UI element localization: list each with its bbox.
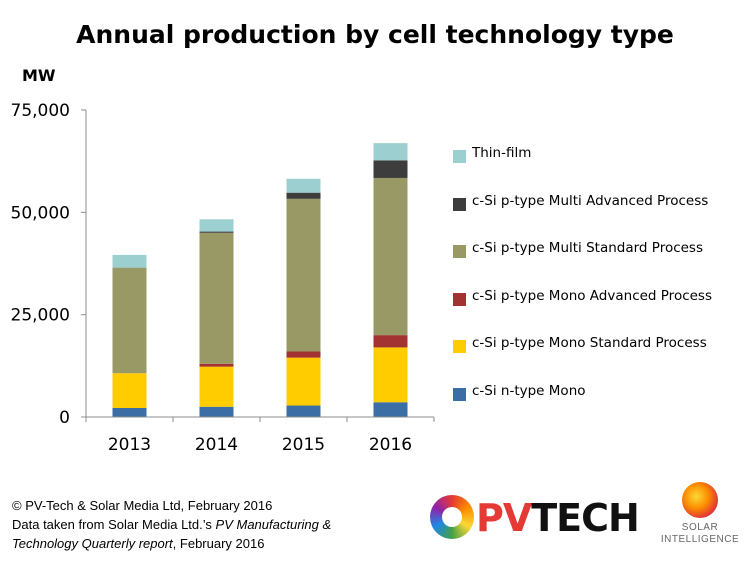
- pvtech-wordmark: PVTECH: [476, 496, 640, 540]
- x-tick-label: 2013: [108, 435, 151, 455]
- y-tick-label: 50,000: [11, 203, 70, 223]
- legend-swatch: [453, 292, 466, 306]
- legend-item: c-Si p-type Mono Advanced Process: [453, 285, 743, 333]
- bar-segment-2015-4: [286, 192, 321, 199]
- solar-intelligence-logo: SOLAR INTELLIGENCE: [660, 480, 740, 550]
- legend-swatch: [453, 197, 466, 211]
- bar-segment-2014-0: [199, 406, 234, 417]
- bar-segment-2013-1: [112, 373, 147, 408]
- bar-segment-2015-0: [286, 405, 321, 417]
- y-tick-label: 25,000: [11, 306, 70, 326]
- x-ticks-group: 2013 2014 2015 2016: [85, 417, 435, 455]
- bar-segment-2014-5: [199, 219, 234, 232]
- bar-segment-2015-2: [286, 351, 321, 358]
- x-tick-label: 2014: [195, 435, 238, 455]
- legend-item: Thin-film: [453, 142, 743, 190]
- legend-label: c-Si p-type Mono Advanced Process: [472, 287, 712, 304]
- y-axis-unit: MW: [22, 66, 56, 85]
- bar-segment-2014-4: [199, 231, 234, 233]
- solar-intelligence-wordmark: SOLAR INTELLIGENCE: [660, 522, 740, 545]
- bar-segment-2016-4: [373, 160, 408, 178]
- bar-segment-2013-3: [112, 267, 147, 374]
- legend-label: Thin-film: [472, 145, 532, 161]
- sun-icon: [682, 482, 718, 518]
- source-line: Data taken from Solar Media Ltd.’s PV Ma…: [12, 517, 332, 532]
- bar-segment-2013-5: [112, 254, 147, 268]
- legend-swatch: [453, 150, 466, 163]
- y-tick-label: 75,000: [11, 101, 70, 121]
- legend-item: c-Si p-type Mono Standard Process: [453, 332, 743, 380]
- bar-segment-2016-0: [373, 402, 408, 417]
- pvtech-logo: PVTECH: [430, 493, 640, 548]
- legend-label: c-Si p-type Multi Standard Process: [472, 240, 704, 256]
- legend-swatch: [453, 245, 466, 258]
- bar-segment-2016-5: [373, 143, 408, 161]
- bar-chart: 0 25,000 50,000 75,000 2013 2014 2015 2016: [11, 101, 435, 455]
- bar-segment-2014-1: [199, 366, 234, 407]
- legend-label: c-Si p-type Mono Standard Process: [472, 335, 707, 351]
- bar-segment-2013-0: [112, 407, 147, 417]
- bar-segment-2015-5: [286, 178, 321, 193]
- x-tick-label: 2016: [369, 435, 412, 455]
- legend-swatch: [453, 340, 466, 353]
- bar-segment-2015-1: [286, 357, 321, 406]
- legend: Thin-film c-Si p-type Multi Advanced Proc…: [453, 142, 743, 427]
- bar-segment-2016-3: [373, 177, 408, 336]
- x-tick-label: 2015: [282, 435, 325, 455]
- legend-swatch: [453, 387, 466, 401]
- bar-segment-2016-1: [373, 347, 408, 403]
- source-footer: © PV-Tech & Solar Media Ltd, February 20…: [12, 496, 331, 553]
- bar-segment-2014-3: [199, 232, 234, 364]
- bar-segment-2015-3: [286, 198, 321, 352]
- chart-title: Annual production by cell technology typ…: [76, 20, 674, 49]
- pvtech-ring-icon: [430, 495, 474, 539]
- legend-item: c-Si p-type Multi Standard Process: [453, 237, 743, 285]
- bars-group: [112, 143, 408, 417]
- bar-segment-2016-2: [373, 335, 408, 348]
- source-line-2: Technology Quarterly report, February 20…: [12, 536, 265, 551]
- y-ticks-group: 0 25,000 50,000 75,000: [11, 101, 86, 428]
- legend-label: c-Si p-type Multi Advanced Process: [472, 192, 709, 209]
- y-tick-label: 0: [59, 408, 70, 428]
- legend-label: c-Si n-type Mono: [472, 382, 586, 399]
- copyright-line: © PV-Tech & Solar Media Ltd, February 20…: [12, 498, 273, 513]
- legend-item: c-Si p-type Multi Advanced Process: [453, 190, 743, 238]
- bar-segment-2014-2: [199, 363, 234, 367]
- legend-item: c-Si n-type Mono: [453, 380, 743, 428]
